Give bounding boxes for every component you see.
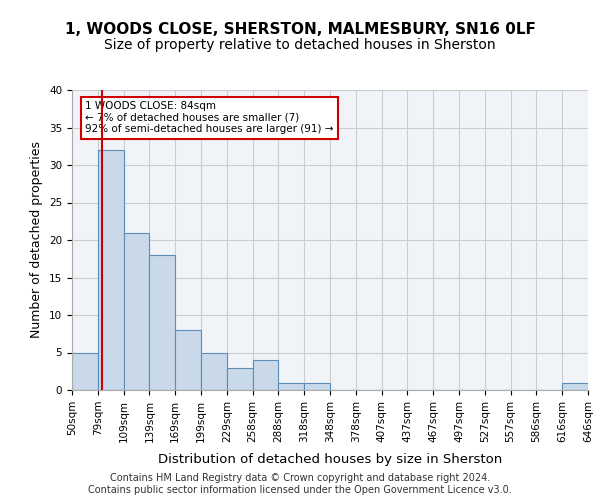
- Bar: [278, 382, 304, 390]
- Bar: [227, 368, 253, 390]
- Text: 1 WOODS CLOSE: 84sqm
← 7% of detached houses are smaller (7)
92% of semi-detache: 1 WOODS CLOSE: 84sqm ← 7% of detached ho…: [85, 101, 334, 134]
- Bar: [149, 255, 175, 390]
- Text: 1, WOODS CLOSE, SHERSTON, MALMESBURY, SN16 0LF: 1, WOODS CLOSE, SHERSTON, MALMESBURY, SN…: [65, 22, 535, 38]
- Bar: [124, 232, 149, 390]
- Bar: [562, 382, 588, 390]
- X-axis label: Distribution of detached houses by size in Sherston: Distribution of detached houses by size …: [158, 453, 502, 466]
- Bar: [175, 330, 201, 390]
- Bar: [98, 150, 124, 390]
- Bar: [201, 352, 227, 390]
- Bar: [253, 360, 278, 390]
- Text: Size of property relative to detached houses in Sherston: Size of property relative to detached ho…: [104, 38, 496, 52]
- Y-axis label: Number of detached properties: Number of detached properties: [31, 142, 43, 338]
- Bar: [304, 382, 330, 390]
- Bar: [72, 352, 98, 390]
- Text: Contains HM Land Registry data © Crown copyright and database right 2024.
Contai: Contains HM Land Registry data © Crown c…: [88, 474, 512, 495]
